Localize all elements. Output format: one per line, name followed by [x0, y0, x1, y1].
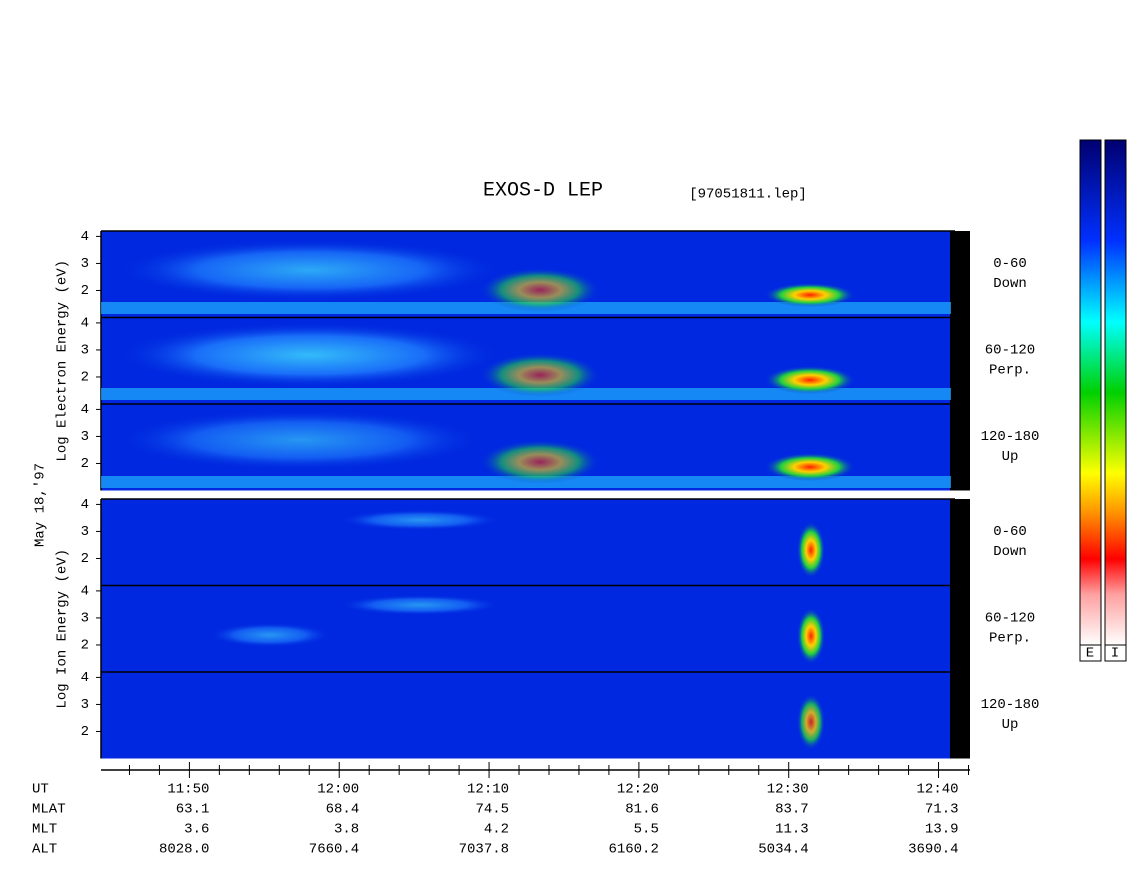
- table-cell: 7660.4: [309, 842, 359, 858]
- panel-edge: [950, 404, 970, 491]
- x-tick-label: 12:00: [317, 782, 359, 798]
- table-row-label: ALT: [32, 842, 57, 858]
- table-cell: 7037.8: [459, 842, 509, 858]
- panel-direction: Down: [993, 544, 1027, 560]
- x-tick-label: 12:30: [767, 782, 809, 798]
- y-tick-label: 4: [81, 229, 89, 245]
- panel-edge: [950, 672, 970, 759]
- file-label: [97051811.lep]: [689, 187, 807, 203]
- panel-edge: [950, 231, 970, 318]
- x-tick-label: 12:40: [917, 782, 959, 798]
- feature: [340, 595, 500, 615]
- table-cell: 74.5: [475, 802, 509, 818]
- y-tick-label: 3: [81, 256, 89, 272]
- table-cell: 3690.4: [908, 842, 958, 858]
- y-tick-label: 3: [81, 697, 89, 713]
- table-cell: 4.2: [484, 822, 509, 838]
- table-cell: 83.7: [775, 802, 809, 818]
- table-cell: 13.9: [925, 822, 959, 838]
- panel-direction: Down: [993, 276, 1027, 292]
- y-tick-label: 4: [81, 316, 89, 332]
- panel-background: [101, 499, 955, 586]
- panel-edge: [950, 317, 970, 404]
- panel-range: 60-120: [985, 342, 1035, 358]
- feature: [797, 694, 825, 750]
- feature: [210, 623, 330, 647]
- colorbar-label: E: [1086, 646, 1094, 662]
- y-tick-label: 2: [81, 551, 89, 567]
- table-row-label: MLT: [32, 822, 57, 838]
- y-tick-label: 2: [81, 638, 89, 654]
- y-tick-label: 4: [81, 670, 89, 686]
- table-cell: 11.3: [775, 822, 809, 838]
- y-tick-label: 2: [81, 724, 89, 740]
- panel-direction: Up: [1002, 449, 1019, 465]
- feature: [765, 283, 855, 307]
- colorbar: [1104, 139, 1127, 646]
- y-tick-label: 2: [81, 456, 89, 472]
- panel-direction: Perp.: [989, 362, 1031, 378]
- table-cell: 81.6: [625, 802, 659, 818]
- chart-title: EXOS-D LEP: [483, 179, 603, 202]
- x-tick-label: 12:20: [617, 782, 659, 798]
- table-row-label: UT: [32, 782, 49, 798]
- table-cell: 5.5: [634, 822, 659, 838]
- table-cell: 8028.0: [159, 842, 209, 858]
- panel-background: [101, 672, 955, 759]
- panel-direction: Up: [1002, 717, 1019, 733]
- colorbar-label: I: [1111, 646, 1119, 662]
- y-axis-label: Log Electron Energy (eV): [55, 260, 71, 462]
- feature: [120, 240, 500, 300]
- feature: [480, 268, 600, 312]
- panel-direction: Perp.: [989, 630, 1031, 646]
- table-cell: 71.3: [925, 802, 959, 818]
- table-cell: 3.6: [184, 822, 209, 838]
- spectrogram-features: [101, 240, 951, 750]
- x-tick-label: 11:50: [167, 782, 209, 798]
- table-cell: 3.8: [334, 822, 359, 838]
- panel-range: 120-180: [981, 697, 1040, 713]
- y-tick-label: 4: [81, 402, 89, 418]
- y-tick-label: 4: [81, 584, 89, 600]
- panel-edge: [950, 585, 970, 672]
- feature: [797, 522, 825, 578]
- panel-edge: [950, 499, 970, 586]
- feature: [765, 453, 855, 481]
- y-tick-label: 3: [81, 429, 89, 445]
- panel-range: 120-180: [981, 429, 1040, 445]
- colorbar-label-box: [1079, 644, 1102, 662]
- y-tick-label: 4: [81, 497, 89, 513]
- colorbar-label-box: [1104, 644, 1127, 662]
- x-tick-label: 12:10: [467, 782, 509, 798]
- y-tick-label: 2: [81, 370, 89, 386]
- panel-range: 60-120: [985, 610, 1035, 626]
- feature: [797, 608, 825, 664]
- feature: [340, 510, 500, 530]
- time-axis: UT 11:50 12:00 12:10 12:20 12:30 12:40 MLAT 63.1…: [32, 762, 970, 858]
- table-cell: 68.4: [326, 802, 360, 818]
- feature: [480, 353, 600, 397]
- table-cell: 5034.4: [758, 842, 808, 858]
- date-label: May 18,'97: [33, 463, 49, 547]
- table-row-label: MLAT: [32, 802, 66, 818]
- table-cell: 6160.2: [608, 842, 658, 858]
- y-axis-label: Log Ion Energy (eV): [55, 549, 71, 709]
- feature: [480, 440, 600, 484]
- table-cell: 63.1: [176, 802, 210, 818]
- y-tick-label: 2: [81, 283, 89, 299]
- y-tick-label: 3: [81, 343, 89, 359]
- y-tick-label: 3: [81, 524, 89, 540]
- panel-range: 0-60: [993, 524, 1027, 540]
- colorbar: [1079, 139, 1102, 646]
- feature: [120, 410, 480, 470]
- feature: [120, 323, 500, 387]
- y-tick-label: 3: [81, 611, 89, 627]
- feature: [765, 366, 855, 394]
- panel-range: 0-60: [993, 256, 1027, 272]
